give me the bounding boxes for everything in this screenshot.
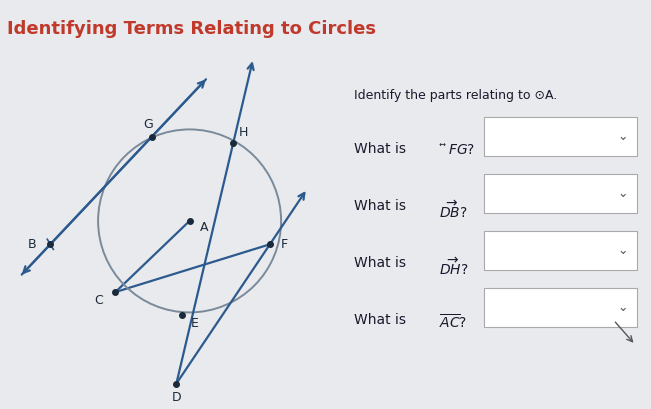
Text: $\overleftrightarrow{FG}$?: $\overleftrightarrow{FG}$? bbox=[439, 142, 475, 157]
Text: $\overline{AC}$?: $\overline{AC}$? bbox=[439, 313, 467, 331]
Text: B: B bbox=[28, 238, 36, 251]
Text: Identify the parts relating to ⊙A.: Identify the parts relating to ⊙A. bbox=[354, 89, 557, 102]
Text: ⌄: ⌄ bbox=[618, 130, 628, 143]
Text: $\overrightarrow{DB}$?: $\overrightarrow{DB}$? bbox=[439, 199, 467, 221]
Text: E: E bbox=[191, 317, 199, 330]
Text: G: G bbox=[143, 118, 153, 131]
Text: What is: What is bbox=[354, 313, 411, 327]
Text: What is: What is bbox=[354, 142, 411, 156]
Text: What is: What is bbox=[354, 256, 411, 270]
Text: F: F bbox=[281, 238, 288, 251]
Text: ⌄: ⌄ bbox=[618, 301, 628, 314]
FancyBboxPatch shape bbox=[484, 288, 637, 327]
Text: What is: What is bbox=[354, 199, 411, 213]
FancyBboxPatch shape bbox=[484, 117, 637, 156]
Text: $\overrightarrow{DH}$?: $\overrightarrow{DH}$? bbox=[439, 256, 468, 278]
Text: H: H bbox=[239, 126, 248, 139]
FancyBboxPatch shape bbox=[484, 231, 637, 270]
Text: D: D bbox=[172, 391, 181, 405]
Text: ⌄: ⌄ bbox=[618, 187, 628, 200]
FancyBboxPatch shape bbox=[484, 174, 637, 213]
Text: Identifying Terms Relating to Circles: Identifying Terms Relating to Circles bbox=[7, 20, 376, 38]
Text: A: A bbox=[200, 220, 208, 234]
Text: C: C bbox=[95, 294, 104, 307]
Text: ⌄: ⌄ bbox=[618, 244, 628, 257]
